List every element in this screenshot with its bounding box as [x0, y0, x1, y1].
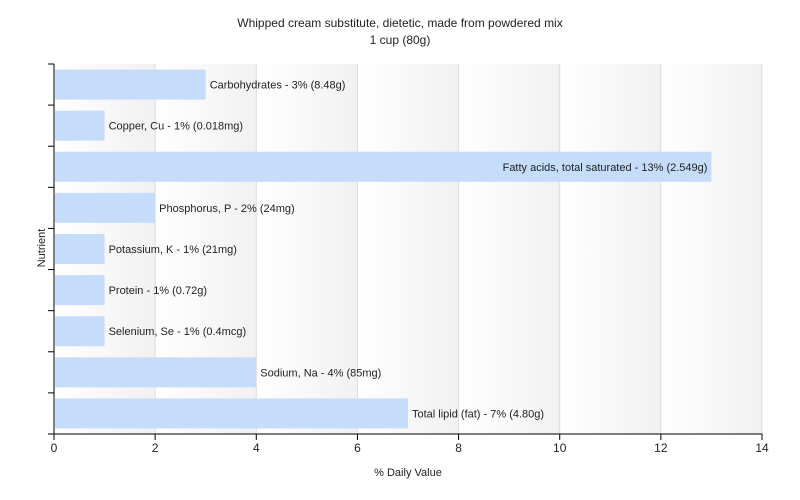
bar-label: Potassium, K - 1% (21mg) [109, 244, 237, 256]
x-tick-label: 6 [354, 441, 361, 455]
bar [55, 275, 105, 306]
x-tick-label: 10 [553, 441, 567, 455]
bar-label: Protein - 1% (0.72g) [109, 285, 207, 297]
x-tick-label: 0 [51, 441, 58, 455]
grid-band [660, 64, 762, 434]
chart-subtitle: 1 cup (80g) [370, 33, 431, 47]
bar [55, 151, 712, 182]
bar-label: Selenium, Se - 1% (0.4mcg) [109, 326, 247, 338]
bar [55, 398, 408, 429]
bar [55, 357, 257, 388]
grid-band [256, 64, 358, 434]
x-tick-label: 8 [455, 441, 462, 455]
chart-title: Whipped cream substitute, dietetic, made… [237, 16, 562, 30]
bar-label: Total lipid (fat) - 7% (4.80g) [412, 408, 544, 420]
bar-label: Fatty acids, total saturated - 13% (2.54… [503, 162, 708, 174]
bar [55, 234, 105, 264]
bar-label: Sodium, Na - 4% (85mg) [260, 367, 381, 379]
bar [55, 316, 105, 347]
x-tick-label: 14 [755, 441, 769, 455]
bar [55, 110, 105, 141]
grid-band [357, 64, 459, 434]
x-tick-label: 2 [152, 441, 159, 455]
y-axis-label: Nutrient [36, 229, 48, 268]
axes: 0 2 4 6 8 10 12 14 [48, 63, 769, 455]
bar-label: Copper, Cu - 1% (0.018mg) [109, 121, 244, 133]
bar-label: Carbohydrates - 3% (8.48g) [210, 80, 346, 92]
bars: Carbohydrates - 3% (8.48g) Copper, Cu - 1… [55, 69, 712, 429]
x-tick-label: 12 [654, 441, 668, 455]
bar [55, 69, 206, 100]
grid-band [458, 64, 560, 434]
bar-label: Phosphorus, P - 2% (24mg) [159, 203, 295, 215]
plot-background [54, 64, 762, 434]
x-tick-label: 4 [253, 441, 260, 455]
grid-band [559, 64, 661, 434]
bar [55, 192, 156, 223]
x-axis-label: % Daily Value [374, 467, 442, 479]
